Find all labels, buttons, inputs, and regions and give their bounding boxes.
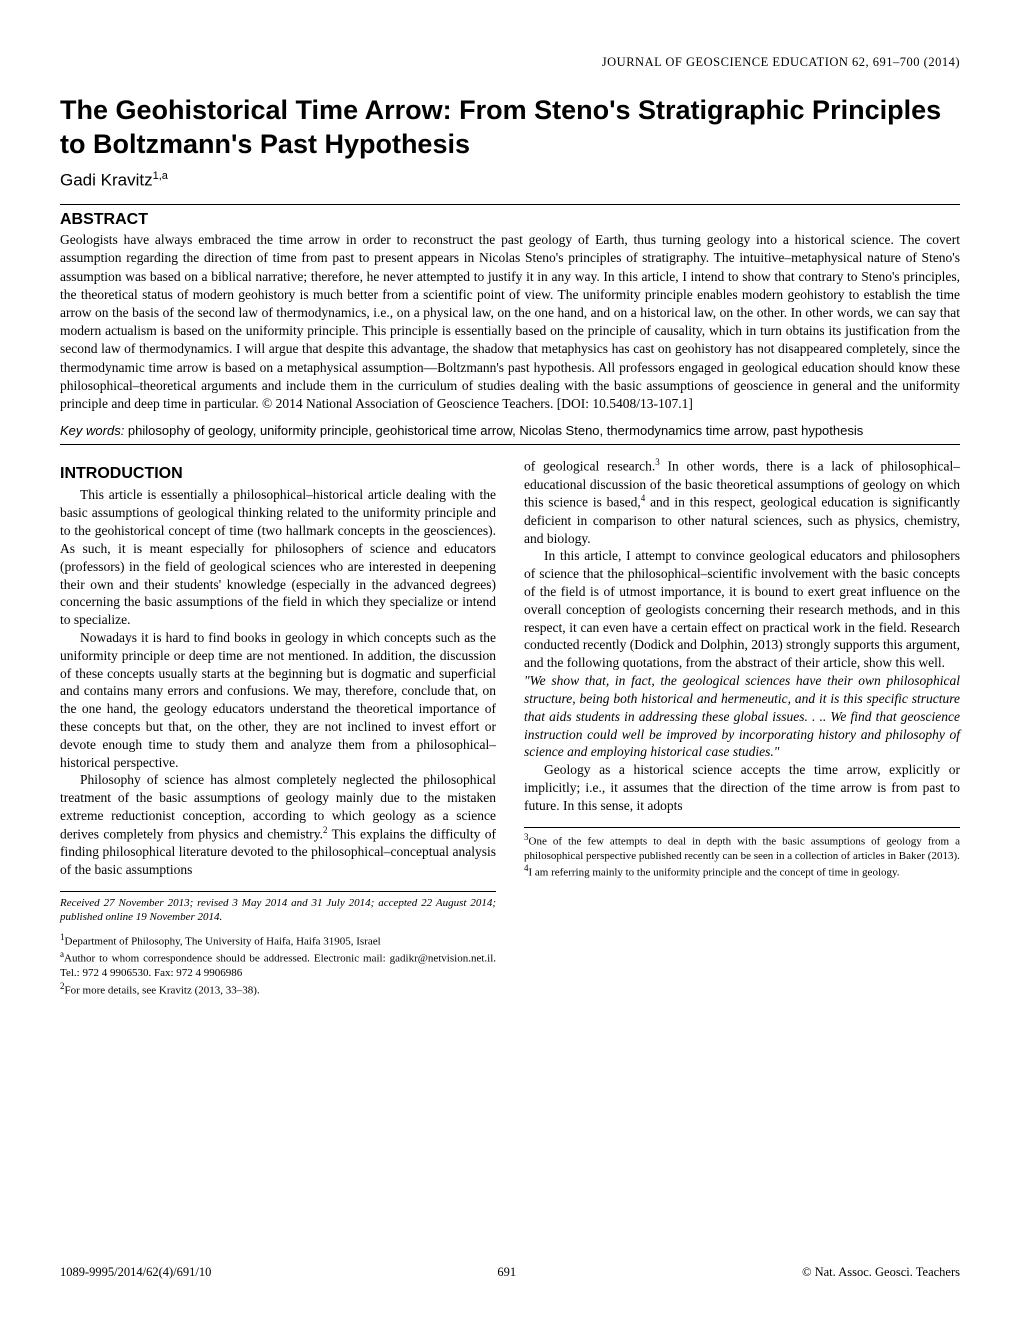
intro-p3: Philosophy of science has almost complet… — [60, 771, 496, 878]
footer-page-number: 691 — [497, 1265, 516, 1280]
body-columns: INTRODUCTION This article is essentially… — [60, 457, 960, 997]
footnote-separator-left — [60, 891, 496, 892]
page-footer: 1089-9995/2014/62(4)/691/10 691 © Nat. A… — [60, 1265, 960, 1280]
col2-p1: of geological research.3 In other words,… — [524, 457, 960, 547]
abstract-text: Geologists have always embraced the time… — [60, 231, 960, 413]
col2-p2: In this article, I attempt to convince g… — [524, 547, 960, 672]
page: JOURNAL OF GEOSCIENCE EDUCATION 62, 691–… — [0, 0, 1020, 1320]
footnote-3: 3One of the few attempts to deal in dept… — [524, 832, 960, 863]
rule-top — [60, 204, 960, 205]
intro-p2: Nowadays it is hard to find books in geo… — [60, 629, 496, 772]
author-name: Gadi Kravitz — [60, 170, 153, 189]
author-line: Gadi Kravitz1,a — [60, 170, 960, 191]
footer-left: 1089-9995/2014/62(4)/691/10 — [60, 1265, 211, 1280]
intro-p1: This article is essentially a philosophi… — [60, 486, 496, 629]
abstract-body: Geologists have always embraced the time… — [60, 232, 960, 411]
journal-header: JOURNAL OF GEOSCIENCE EDUCATION 62, 691–… — [60, 55, 960, 70]
footnote-2: 2For more details, see Kravitz (2013, 33… — [60, 981, 496, 998]
keywords-text: philosophy of geology, uniformity princi… — [124, 423, 863, 438]
footnote-4: 4I am referring mainly to the uniformity… — [524, 863, 960, 880]
received-line: Received 27 November 2013; revised 3 May… — [60, 896, 496, 925]
keywords-line: Key words: philosophy of geology, unifor… — [60, 423, 960, 438]
footnotes-right: 3One of the few attempts to deal in dept… — [524, 832, 960, 880]
introduction-heading: INTRODUCTION — [60, 463, 496, 484]
footnote-3-text: One of the few attempts to deal in depth… — [524, 835, 960, 861]
col2-p3: Geology as a historical science accepts … — [524, 761, 960, 814]
column-right: of geological research.3 In other words,… — [524, 457, 960, 997]
corresponding-author: aAuthor to whom correspondence should be… — [60, 949, 496, 980]
col2-p1a: of geological research. — [524, 459, 655, 474]
affiliation-1: 1Department of Philosophy, The Universit… — [60, 932, 496, 949]
keywords-label: Key words: — [60, 423, 124, 438]
blockquote: "We show that, in fact, the geological s… — [524, 672, 960, 761]
footer-copyright: © Nat. Assoc. Geosci. Teachers — [802, 1265, 960, 1280]
article-title: The Geohistorical Time Arrow: From Steno… — [60, 94, 960, 162]
affiliation-1-text: Department of Philosophy, The University… — [65, 936, 381, 948]
column-left: INTRODUCTION This article is essentially… — [60, 457, 496, 997]
footnote-separator-right — [524, 827, 960, 828]
rule-after-keywords — [60, 444, 960, 445]
author-affiliation-sup: 1,a — [153, 170, 168, 182]
footnote-2-text: For more details, see Kravitz (2013, 33–… — [65, 984, 260, 996]
abstract-heading: ABSTRACT — [60, 211, 960, 229]
footnote-4-text: I am referring mainly to the uniformity … — [529, 867, 900, 879]
corresponding-text: Author to whom correspondence should be … — [60, 953, 496, 979]
footnotes-left: Received 27 November 2013; revised 3 May… — [60, 896, 496, 998]
